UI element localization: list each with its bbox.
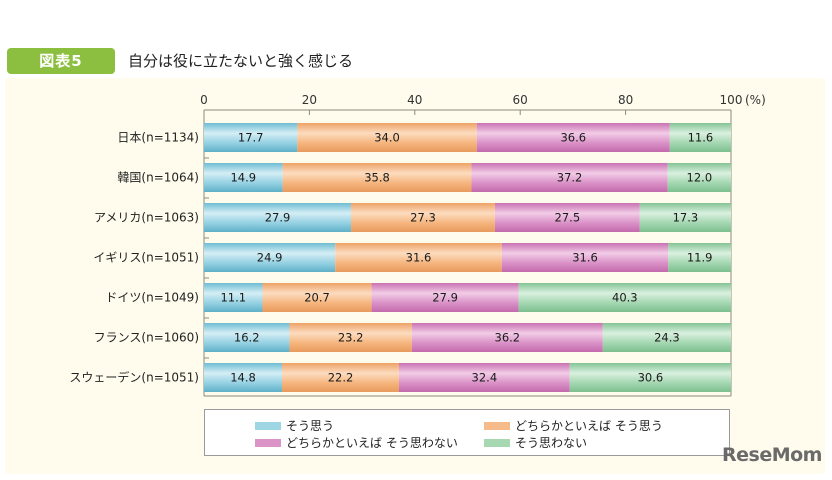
data-label: 31.6 xyxy=(572,251,598,265)
x-tick-label: 60 xyxy=(513,93,528,107)
category-label: 日本(n=1134) xyxy=(117,131,199,145)
bar-segment xyxy=(204,243,336,272)
resemom-logo: ReseMom xyxy=(722,444,822,466)
bar-segment xyxy=(639,203,731,232)
chart-title: 自分は役に立たないと強く感じる xyxy=(128,52,354,70)
bar-segment xyxy=(669,123,731,152)
data-label: 27.9 xyxy=(432,291,458,305)
legend-swatch-somewhat-disagree xyxy=(255,438,281,447)
bar-segment xyxy=(204,203,352,232)
figure-number-badge: 図表5 xyxy=(7,48,115,74)
bar-segment xyxy=(351,203,495,232)
data-label: 23.2 xyxy=(338,331,364,345)
bar-segment xyxy=(335,243,502,272)
bar-segment xyxy=(668,243,731,272)
bar-segment xyxy=(667,163,731,192)
data-label: 36.2 xyxy=(495,331,521,345)
data-label: 32.4 xyxy=(472,371,498,385)
data-label: 36.6 xyxy=(560,131,586,145)
data-label: 17.7 xyxy=(238,131,264,145)
bar-segment xyxy=(518,283,731,312)
data-label: 22.2 xyxy=(328,371,354,385)
bar-segment xyxy=(204,123,298,152)
bar-segment xyxy=(494,203,640,232)
data-label: 27.9 xyxy=(265,211,291,225)
bar-segment xyxy=(204,363,282,392)
legend-label: どちらかといえば そう思わない xyxy=(286,436,458,450)
legend-swatch-disagree xyxy=(484,438,510,447)
category-label: イギリス(n=1051) xyxy=(93,251,199,265)
data-label: 27.3 xyxy=(410,211,436,225)
bar-segment xyxy=(204,323,290,352)
category-label: ドイツ(n=1049) xyxy=(105,291,199,305)
bar-segment xyxy=(398,363,570,392)
legend-swatch-somewhat-agree xyxy=(484,421,510,430)
legend-label: そう思わない xyxy=(515,436,588,450)
bar-segment xyxy=(289,323,412,352)
bar-segment xyxy=(471,163,668,192)
data-label: 14.8 xyxy=(230,371,256,385)
data-label: 30.6 xyxy=(638,371,664,385)
data-label: 20.7 xyxy=(304,291,330,305)
data-label: 11.1 xyxy=(220,291,246,305)
bar-segment xyxy=(204,283,263,312)
bar-segment xyxy=(297,123,477,152)
bar-segment xyxy=(371,283,519,312)
bar-segment xyxy=(411,323,603,352)
x-tick-label: 40 xyxy=(407,93,422,107)
data-label: 34.0 xyxy=(374,131,400,145)
data-label: 16.2 xyxy=(234,331,260,345)
legend-item-somewhat-agree: どちらかといえば そう思う xyxy=(484,417,663,434)
category-label: フランス(n=1060) xyxy=(94,331,199,345)
data-label: 12.0 xyxy=(687,171,713,185)
legend-label: そう思う xyxy=(286,419,335,433)
legend: そう思う どちらかといえば そう思う どちらかといえば そう思わない そう思わな… xyxy=(204,409,730,456)
data-label: 37.2 xyxy=(557,171,583,185)
x-unit-label: (%) xyxy=(745,93,766,107)
bar-segment xyxy=(602,323,731,352)
x-tick-label: 100 xyxy=(720,93,743,107)
data-label: 11.6 xyxy=(688,131,714,145)
bar-segment xyxy=(262,283,372,312)
data-label: 24.9 xyxy=(257,251,283,265)
legend-swatch-agree xyxy=(255,421,281,430)
legend-item-somewhat-disagree: どちらかといえば そう思わない xyxy=(255,434,458,451)
category-label: 韓国(n=1064) xyxy=(117,171,199,185)
bar-segment xyxy=(501,243,669,272)
legend-item-agree: そう思う xyxy=(255,417,334,434)
bar-segment xyxy=(204,163,283,192)
category-label: スウェーデン(n=1051) xyxy=(69,370,199,385)
data-label: 35.8 xyxy=(364,171,390,185)
data-label: 31.6 xyxy=(406,251,432,265)
bar-segment xyxy=(476,123,670,152)
x-tick-label: 0 xyxy=(200,93,208,107)
row-labels: 日本(n=1134) 韓国(n=1064) アメリカ(n=1063) イギリス(n=1… xyxy=(69,131,199,385)
data-label: 27.5 xyxy=(555,211,581,225)
data-label: 11.9 xyxy=(687,251,713,265)
bar-segment xyxy=(281,363,399,392)
legend-label: どちらかといえば そう思う xyxy=(515,419,663,433)
data-label: 14.9 xyxy=(230,171,256,185)
category-label: アメリカ(n=1063) xyxy=(94,211,199,225)
x-tick-label: 20 xyxy=(302,93,317,107)
data-label: 40.3 xyxy=(612,291,638,305)
bar-segment xyxy=(282,163,472,192)
legend-item-disagree: そう思わない xyxy=(484,434,587,451)
bars: 17.7 34.0 36.6 11.6 14.9 35.8 37.2 12.0 27.9 27.3… xyxy=(204,123,731,392)
data-label: 24.3 xyxy=(654,331,680,345)
data-label: 17.3 xyxy=(673,211,699,225)
x-tick-label: 80 xyxy=(618,93,633,107)
bar-segment xyxy=(569,363,731,392)
